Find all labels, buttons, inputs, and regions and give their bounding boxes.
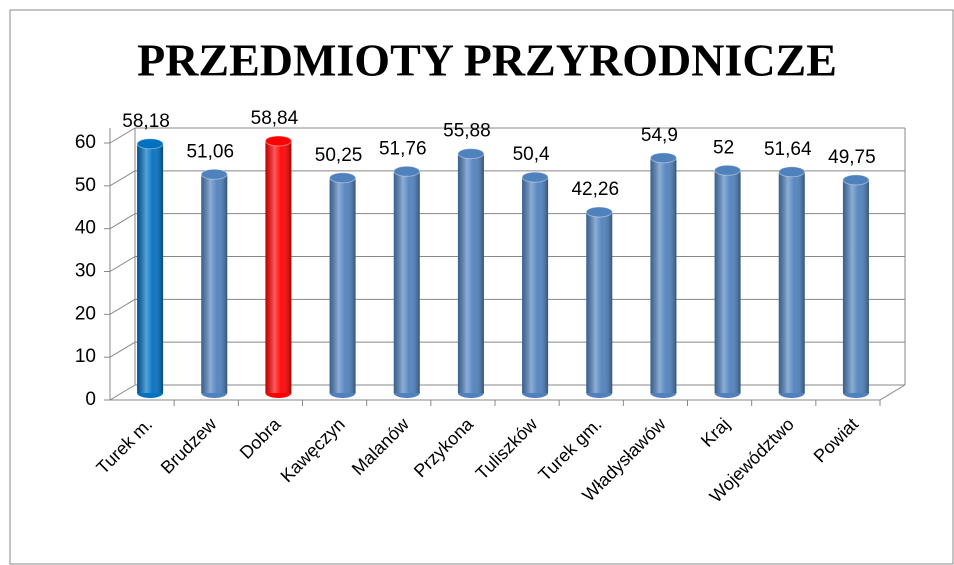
data-label: 52 <box>713 137 734 158</box>
bar <box>585 206 613 398</box>
y-tick-label: 10 <box>75 346 96 367</box>
data-label: 51,76 <box>379 138 427 159</box>
data-label: 58,84 <box>251 108 299 129</box>
x-tick-label: Dobra <box>236 413 286 463</box>
bar-cap <box>200 168 228 180</box>
bar-cap <box>714 164 742 176</box>
bar-cap <box>136 138 164 150</box>
bar-shade <box>778 171 805 393</box>
floor-right <box>879 384 906 401</box>
data-label: 42,26 <box>571 179 619 200</box>
grid-diagonal <box>109 170 136 187</box>
bar <box>649 152 677 398</box>
x-tick-label: Malanów <box>348 413 414 479</box>
data-label: 54,9 <box>641 125 678 146</box>
bar-shade <box>842 179 869 393</box>
x-tick-label: Kraj <box>697 414 734 451</box>
bar-cap <box>457 148 485 160</box>
data-label: 49,75 <box>828 147 876 168</box>
bar <box>714 164 742 398</box>
bar <box>264 135 292 398</box>
data-label: 55,88 <box>443 121 491 142</box>
chart-title: PRZEDMIOTY PRZYRODNICZE <box>137 35 837 86</box>
bar-shade <box>201 174 228 393</box>
bar-cap <box>842 174 870 186</box>
data-label: 51,06 <box>186 141 234 162</box>
y-tick-label: 0 <box>85 389 96 410</box>
chart-frame <box>9 9 954 565</box>
bar-cap <box>393 165 421 177</box>
bar <box>136 138 164 398</box>
grid-diagonal <box>109 256 136 272</box>
grid-diagonal <box>109 298 136 315</box>
x-tick-label: Turek m. <box>92 414 156 478</box>
bar-shade <box>457 153 484 393</box>
bar-shade <box>522 177 549 393</box>
x-tick-label: Tuliszków <box>472 413 542 483</box>
bar-cap <box>585 206 613 218</box>
bar <box>329 172 357 398</box>
y-tick-label: 20 <box>75 303 96 324</box>
bar-shade <box>586 211 613 393</box>
x-tick-label: Przykona <box>410 413 478 481</box>
bar-shade <box>265 140 292 393</box>
x-tick-label: Kawęczyn <box>277 414 349 486</box>
y-tick-label: 60 <box>75 132 96 153</box>
data-label: 58,18 <box>122 111 170 132</box>
bar <box>393 165 421 398</box>
y-tick-label: 50 <box>75 175 96 196</box>
bar-shade <box>393 171 420 393</box>
bar-cap <box>521 171 549 183</box>
bar-shade <box>137 143 164 393</box>
bar <box>200 168 228 398</box>
x-tick-label: Powiat <box>810 414 862 466</box>
y-tick-label: 40 <box>75 218 96 239</box>
bar-cap <box>329 172 357 184</box>
y-tick-label: 30 <box>75 261 96 282</box>
grid-diagonal <box>109 127 136 144</box>
bar <box>842 174 870 398</box>
bar-cap <box>778 166 806 178</box>
data-label: 50,25 <box>315 145 363 166</box>
bar-shade <box>329 177 356 393</box>
data-label: 51,64 <box>764 139 812 160</box>
bar <box>457 148 485 398</box>
bar-cap <box>264 135 292 147</box>
bar-cap <box>649 152 677 164</box>
bar <box>521 171 549 398</box>
grid-diagonal <box>109 341 136 358</box>
data-label: 50,4 <box>513 144 550 165</box>
bar <box>778 166 806 398</box>
grid-diagonal <box>109 213 136 230</box>
bar-shade <box>714 170 741 393</box>
bar-shade <box>650 157 677 393</box>
x-tick-label: Brudzew <box>157 413 221 477</box>
grid-diagonal <box>109 384 136 401</box>
